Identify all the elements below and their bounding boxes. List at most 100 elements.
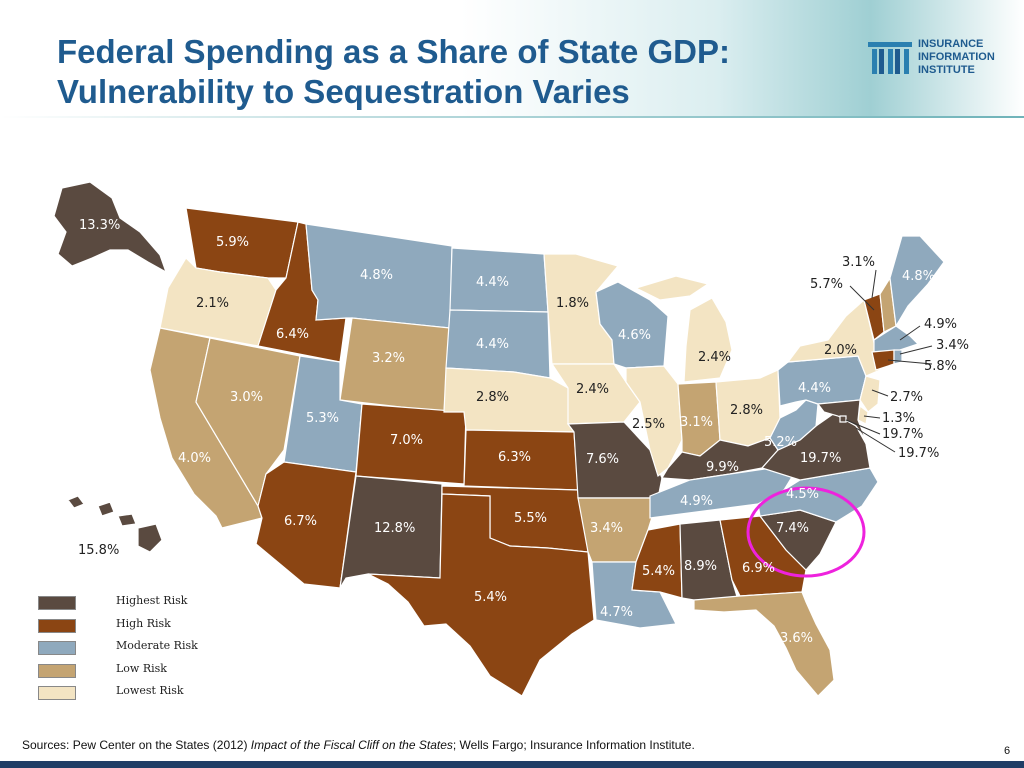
label-SD: 4.4% — [476, 337, 509, 352]
label-MO: 7.6% — [586, 452, 619, 467]
logo-line-3: INSTITUTE — [918, 64, 975, 76]
title-line-2: Vulnerability to Sequestration Varies — [57, 73, 630, 110]
label-ID: 6.4% — [276, 327, 309, 342]
label-OH: 2.8% — [730, 403, 763, 418]
state-NJ[interactable] — [859, 375, 881, 413]
header-band — [0, 0, 1024, 118]
legend-label: Highest Risk — [116, 594, 188, 607]
logo-line-1: INSURANCE — [918, 38, 984, 50]
label-MA: 4.9% — [924, 317, 957, 332]
state-RI[interactable] — [893, 349, 903, 365]
state-HI[interactable] — [67, 495, 163, 553]
label-WV: 5.2% — [764, 435, 797, 450]
label-MS: 5.4% — [642, 564, 675, 579]
label-HI: 15.8% — [78, 543, 119, 558]
label-NC: 4.5% — [786, 487, 819, 502]
label-IN: 3.1% — [680, 415, 713, 430]
legend-label: Moderate Risk — [116, 639, 198, 652]
logo-text: INSURANCE INFORMATION INSTITUTE — [918, 38, 995, 77]
legend-label: Low Risk — [116, 661, 167, 675]
label-FL: 3.6% — [780, 631, 813, 646]
label-LA: 4.7% — [600, 605, 633, 620]
logo-line-2: INFORMATION — [918, 51, 995, 63]
legend-item-low: Low Risk — [38, 660, 238, 683]
label-OK: 5.5% — [514, 511, 547, 526]
state-ME[interactable] — [889, 235, 945, 328]
highlight-circle — [746, 486, 866, 578]
label-IL: 2.5% — [632, 417, 665, 432]
label-WA: 5.9% — [216, 235, 249, 250]
legend-swatch — [38, 618, 76, 633]
label-ME: 4.8% — [902, 269, 935, 284]
sources-footnote: Sources: Pew Center on the States (2012)… — [22, 738, 695, 752]
label-KY: 9.9% — [706, 460, 739, 475]
state-MD[interactable] — [816, 399, 867, 441]
sources-suffix: ; Wells Fargo; Insurance Information Ins… — [452, 738, 695, 752]
title-line-1: Federal Spending as a Share of State GDP… — [57, 33, 731, 70]
state-AK[interactable] — [53, 181, 168, 274]
state-IL[interactable] — [625, 365, 683, 478]
label-MI: 2.4% — [698, 350, 731, 365]
label-MT: 4.8% — [360, 268, 393, 283]
label-CA: 4.0% — [178, 451, 211, 466]
label-NM: 12.8% — [374, 521, 415, 536]
iii-logo-icon — [868, 42, 912, 74]
label-OR: 2.1% — [196, 296, 229, 311]
label-AR: 3.4% — [590, 521, 623, 536]
state-IA[interactable] — [550, 363, 641, 425]
state-NC[interactable] — [757, 467, 879, 523]
label-CO: 7.0% — [390, 433, 423, 448]
legend-item-high: High Risk — [38, 615, 238, 638]
label-RI: 3.4% — [936, 338, 969, 353]
label-TN: 4.9% — [680, 494, 713, 509]
label-WY: 3.2% — [372, 351, 405, 366]
legend-item-lowest: Lowest Risk — [38, 682, 238, 705]
legend-label: High Risk — [116, 616, 171, 630]
label-NV: 3.0% — [230, 390, 263, 405]
page-number: 6 — [1004, 745, 1011, 757]
legend-swatch — [38, 663, 76, 678]
label-KS: 6.3% — [498, 450, 531, 465]
legend-swatch — [38, 596, 76, 610]
page-title: Federal Spending as a Share of State GDP… — [57, 32, 837, 112]
state-DC[interactable] — [839, 415, 847, 423]
label-NH: 3.1% — [842, 255, 875, 270]
label-AK: 13.3% — [79, 218, 120, 233]
state-MO[interactable] — [566, 421, 663, 499]
legend-swatch — [38, 641, 76, 655]
label-CT: 5.8% — [924, 359, 957, 374]
sources-italic-title: Impact of the Fiscal Cliff on the States — [250, 738, 453, 752]
leader-lines — [845, 269, 933, 453]
label-NY: 2.0% — [824, 343, 857, 358]
label-UT: 5.3% — [306, 411, 339, 426]
label-AL: 8.9% — [684, 559, 717, 574]
label-SC: 7.4% — [776, 521, 809, 536]
label-MD: 19.7% — [882, 427, 923, 442]
label-AZ: 6.7% — [284, 514, 317, 529]
header-divider — [0, 116, 1024, 118]
legend-item-moderate: Moderate Risk — [38, 637, 238, 660]
risk-legend: Highest Risk High Risk Moderate Risk Low… — [38, 592, 238, 705]
label-IA: 2.4% — [576, 382, 609, 397]
state-TX[interactable] — [367, 493, 595, 697]
label-NE: 2.8% — [476, 390, 509, 405]
label-TX: 5.4% — [474, 590, 507, 605]
state-MI[interactable] — [634, 275, 733, 383]
legend-label: Lowest Risk — [116, 684, 184, 697]
label-MN: 1.8% — [556, 296, 589, 311]
label-WI: 4.6% — [618, 328, 651, 343]
label-PA: 4.4% — [798, 381, 831, 396]
legend-item-highest: Highest Risk — [38, 592, 238, 615]
state-FL[interactable] — [693, 591, 835, 697]
label-NJ: 2.7% — [890, 390, 923, 405]
sources-prefix: Sources: Pew Center on the States (2012) — [22, 738, 251, 752]
legend-swatch — [38, 686, 76, 700]
us-map: 13.3% 15.8% 5.9% 2.1% 4.0% 3.0% 6.4% 4.8… — [53, 181, 969, 697]
label-VT: 5.7% — [810, 277, 843, 292]
label-ND: 4.4% — [476, 275, 509, 290]
label-GA: 6.9% — [742, 561, 775, 576]
iii-logo: INSURANCE INFORMATION INSTITUTE — [868, 38, 1018, 82]
label-VA: 19.7% — [800, 451, 841, 466]
label-DC: 19.7% — [898, 446, 939, 461]
bottom-bar — [0, 761, 1024, 768]
